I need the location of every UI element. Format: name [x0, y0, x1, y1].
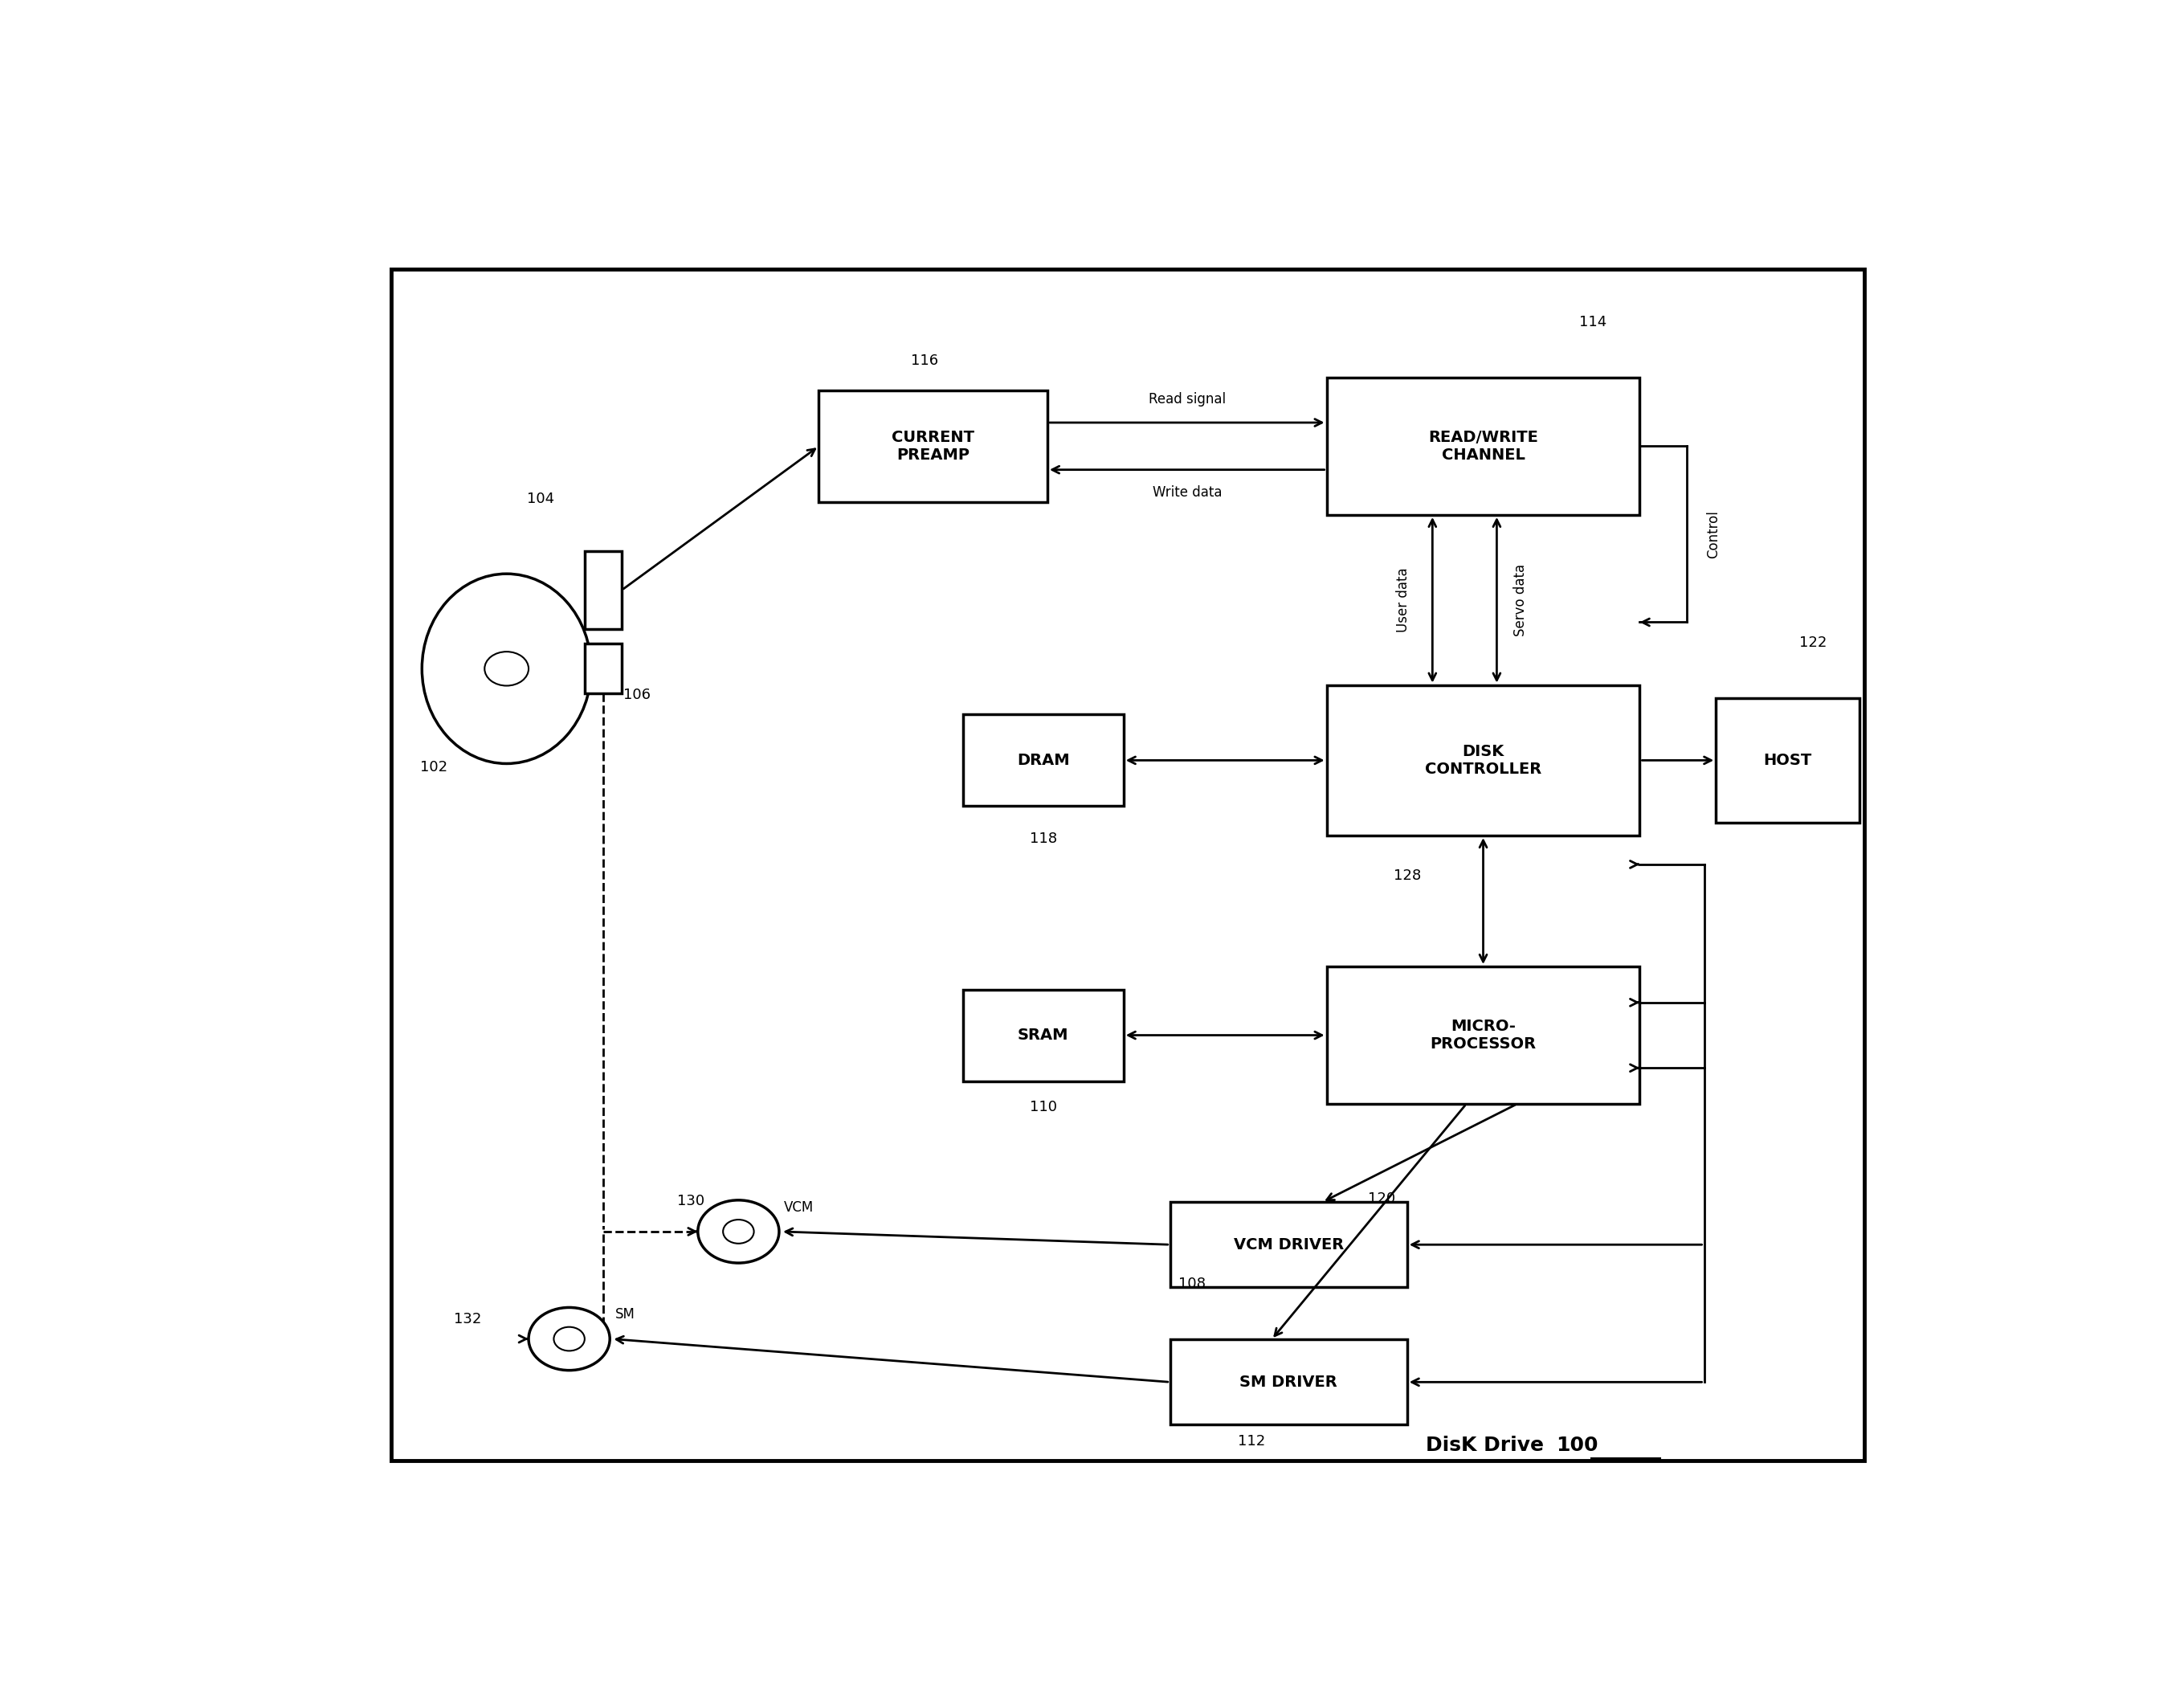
Text: DRAM: DRAM	[1018, 753, 1070, 768]
Text: 132: 132	[454, 1312, 480, 1326]
Text: 116: 116	[911, 354, 939, 369]
Text: Control: Control	[1706, 510, 1721, 558]
FancyBboxPatch shape	[963, 714, 1123, 806]
Text: HOST: HOST	[1765, 753, 1813, 768]
Text: 110: 110	[1029, 1100, 1057, 1115]
Text: CURRENT
PREAMP: CURRENT PREAMP	[891, 430, 974, 462]
Text: VCM DRIVER: VCM DRIVER	[1234, 1238, 1343, 1253]
Text: Read signal: Read signal	[1149, 393, 1225, 406]
FancyBboxPatch shape	[1326, 377, 1640, 515]
Text: Write data: Write data	[1153, 486, 1221, 500]
Circle shape	[529, 1307, 609, 1370]
FancyBboxPatch shape	[819, 391, 1048, 501]
Text: 104: 104	[526, 491, 555, 507]
Text: Servo data: Servo data	[1514, 564, 1529, 636]
Circle shape	[699, 1200, 780, 1263]
Text: SM DRIVER: SM DRIVER	[1241, 1375, 1337, 1389]
Text: 106: 106	[622, 687, 651, 702]
Ellipse shape	[422, 575, 592, 763]
FancyBboxPatch shape	[1326, 685, 1640, 836]
FancyBboxPatch shape	[1717, 699, 1861, 823]
Text: 108: 108	[1179, 1277, 1206, 1292]
FancyBboxPatch shape	[585, 644, 622, 694]
FancyBboxPatch shape	[1171, 1340, 1406, 1425]
Text: VCM: VCM	[784, 1200, 815, 1214]
Text: User data: User data	[1396, 568, 1411, 632]
Text: 130: 130	[677, 1193, 705, 1209]
Text: SM: SM	[616, 1307, 636, 1323]
Text: READ/WRITE
CHANNEL: READ/WRITE CHANNEL	[1428, 430, 1538, 462]
Text: 114: 114	[1579, 314, 1607, 330]
Text: MICRO-
PROCESSOR: MICRO- PROCESSOR	[1431, 1018, 1535, 1052]
FancyBboxPatch shape	[963, 989, 1123, 1081]
Text: DISK
CONTROLLER: DISK CONTROLLER	[1424, 745, 1542, 777]
Text: 128: 128	[1393, 869, 1422, 882]
Text: 100: 100	[1555, 1435, 1599, 1455]
Text: 118: 118	[1029, 831, 1057, 847]
Text: 102: 102	[419, 760, 448, 774]
Circle shape	[555, 1328, 585, 1352]
Text: DisK Drive: DisK Drive	[1426, 1435, 1551, 1455]
Circle shape	[723, 1219, 753, 1243]
FancyBboxPatch shape	[1171, 1202, 1406, 1287]
Text: 112: 112	[1238, 1433, 1265, 1448]
FancyBboxPatch shape	[1326, 967, 1640, 1103]
FancyBboxPatch shape	[585, 551, 622, 629]
Text: 120: 120	[1367, 1192, 1396, 1205]
Text: SRAM: SRAM	[1018, 1027, 1068, 1042]
Circle shape	[485, 651, 529, 685]
Text: 122: 122	[1800, 636, 1828, 649]
